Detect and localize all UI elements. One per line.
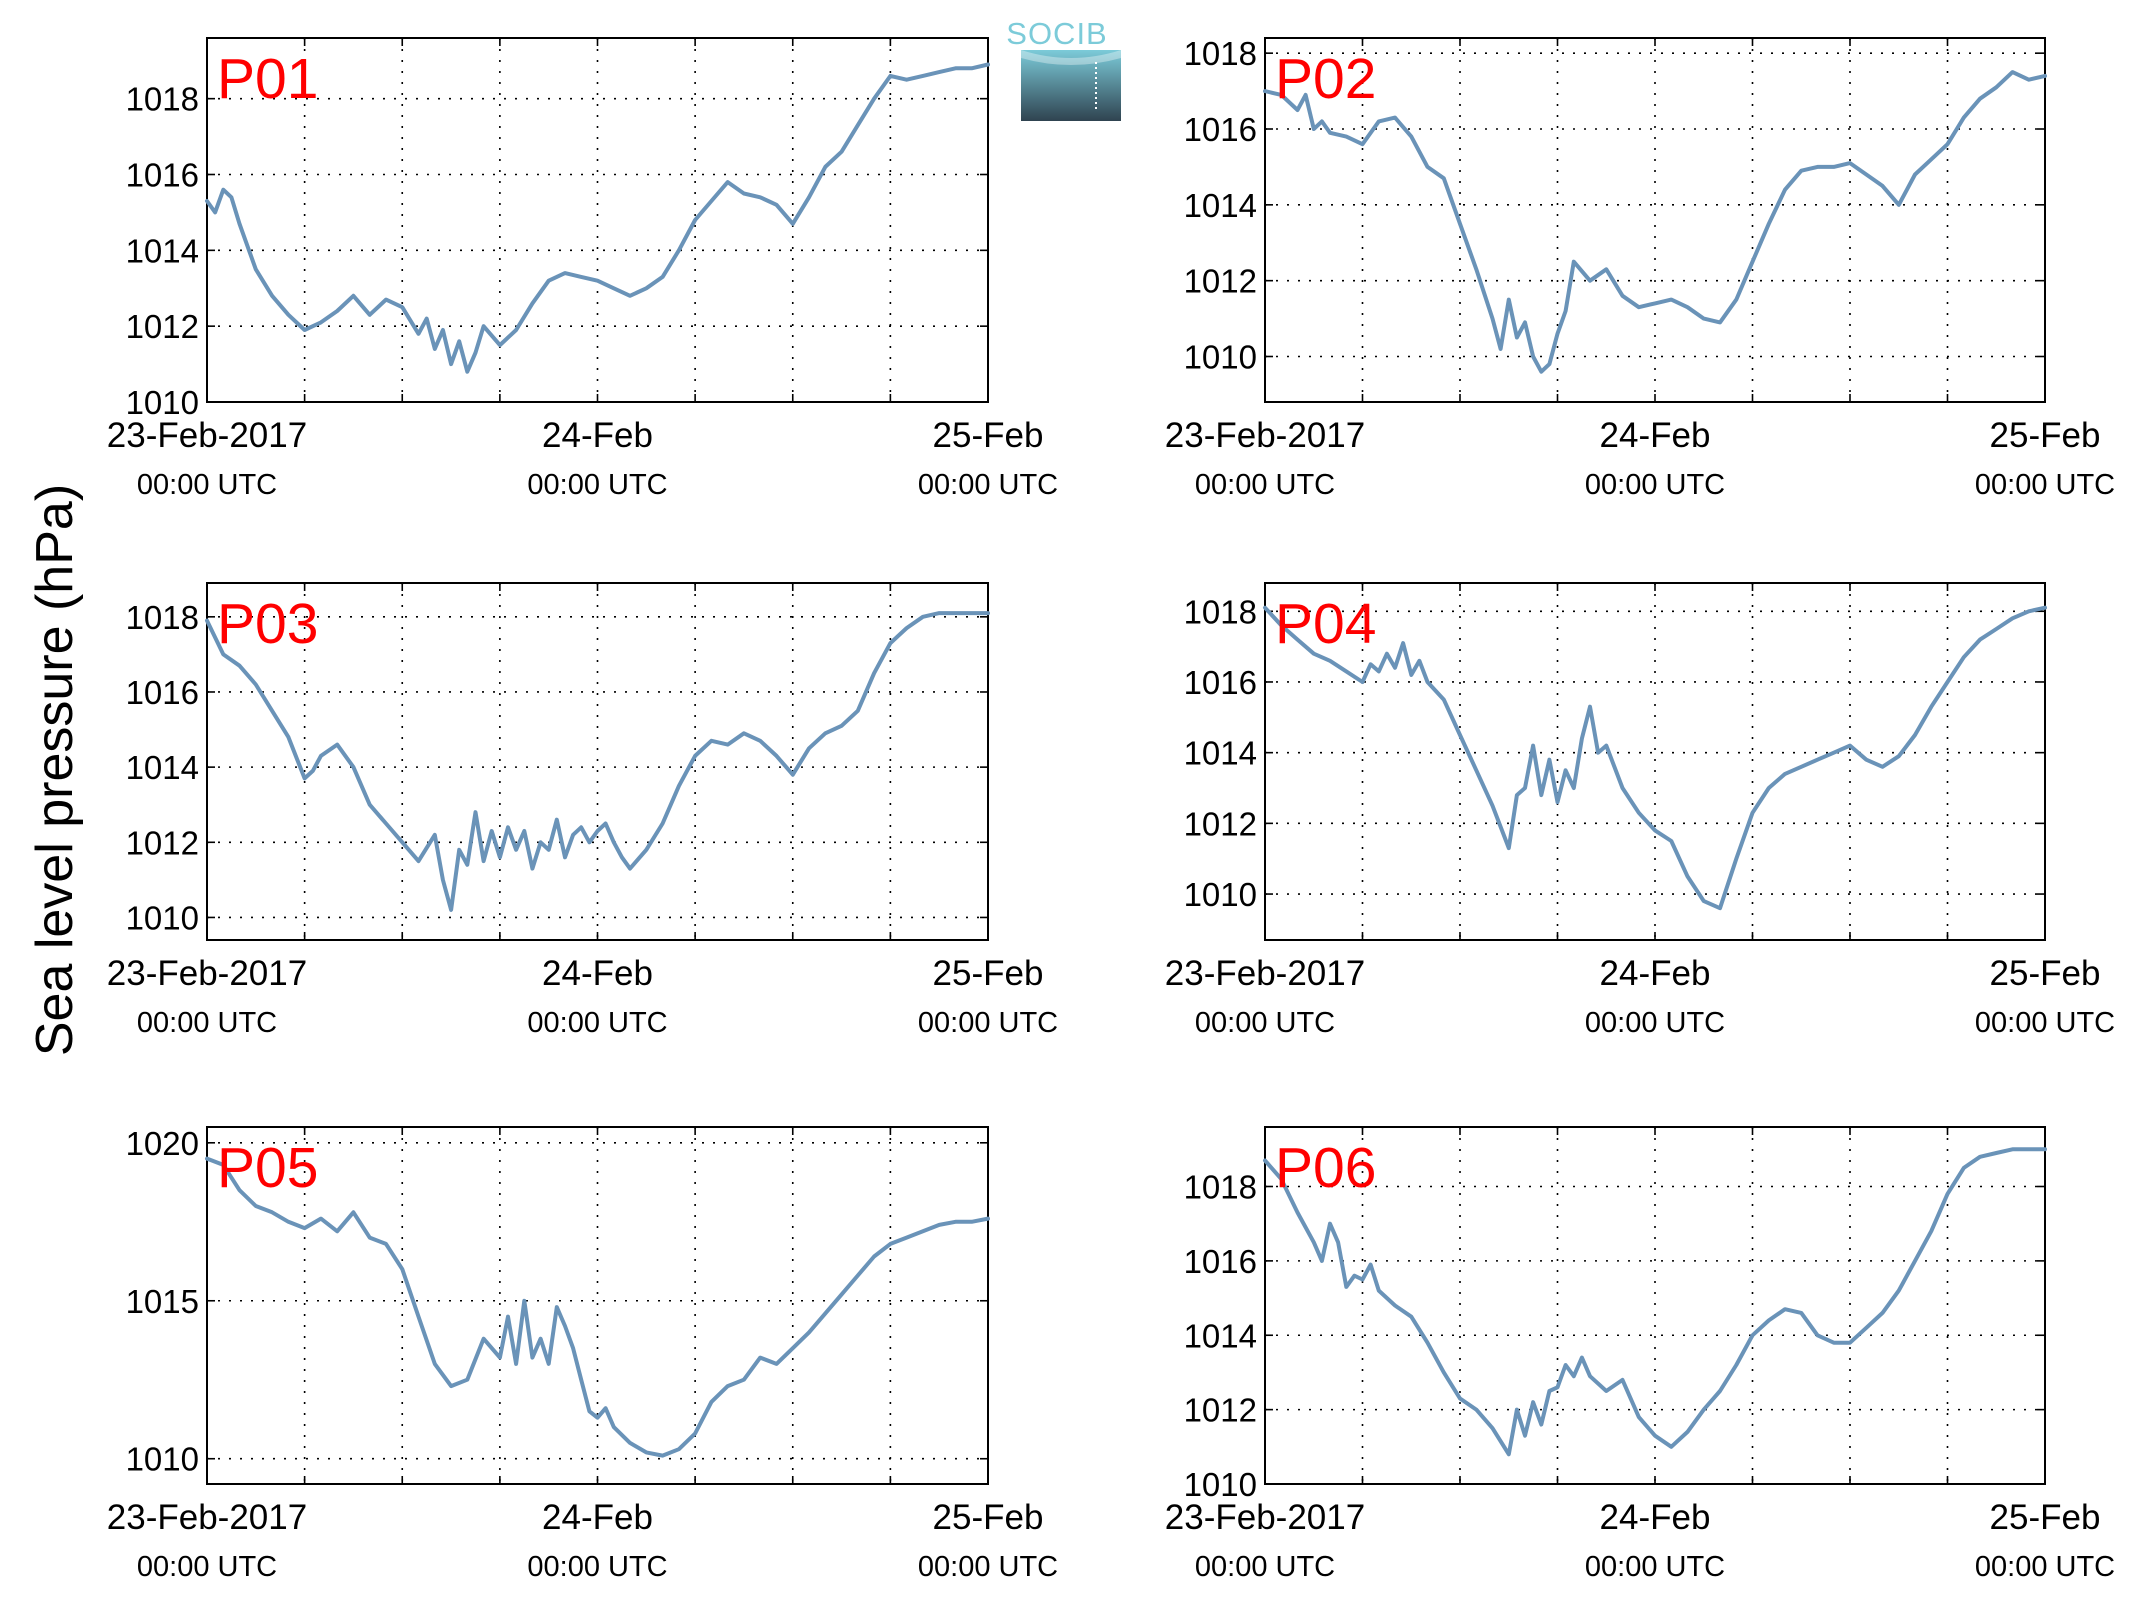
series-line [205,1156,990,1458]
x-tick-label-date: 24-Feb [1600,416,1711,455]
y-tick-label: 1014 [126,749,199,786]
x-tick-label-time: 00:00 UTC [527,1007,667,1039]
panel-p03: 1010 1012 1014 1016 1018 23-Feb-2017 00:00 UTC… [107,582,1058,1039]
panel-label: P03 [217,592,318,656]
x-tick-label-time: 00:00 UTC [1585,469,1725,501]
y-tick-label: 1016 [1184,1243,1257,1280]
panel-label: P02 [1275,47,1376,111]
y-tick-label: 1018 [1184,35,1257,72]
y-tick-label: 1012 [1184,805,1257,842]
x-tick-label-time: 00:00 UTC [918,1007,1058,1039]
x-tick-label-date: 25-Feb [933,1498,1044,1537]
y-tick-label: 1016 [1184,664,1257,701]
panel-p01: 1010 1012 1014 1016 1018 23-Feb-2017 00:00 UTC… [107,37,1058,501]
panel-label: P06 [1275,1136,1376,1200]
y-tick-label: 1014 [1184,187,1257,224]
x-tick-label-date: 25-Feb [1990,416,2101,455]
x-tick-label-date: 24-Feb [542,416,653,455]
x-tick-label-date: 23-Feb-2017 [107,1498,307,1537]
x-tick-label-time: 00:00 UTC [1975,1007,2115,1039]
x-tick-label-date: 25-Feb [1990,954,2101,993]
plot-frame [206,1126,989,1485]
y-tick-label: 1018 [1184,1169,1257,1206]
plot-frame [1264,1126,2046,1485]
x-tick-label-time: 00:00 UTC [1585,1551,1725,1583]
x-tick-label-date: 23-Feb-2017 [1165,954,1365,993]
panel-p02: 1010 1012 1014 1016 1018 23-Feb-2017 00:00 UTC… [1165,35,2115,501]
y-tick-label: 1010 [1184,876,1257,913]
x-tick-label-time: 00:00 UTC [1975,469,2115,501]
series-line [1263,1147,2047,1457]
x-tick-label-time: 00:00 UTC [527,1551,667,1583]
x-tick-label-time: 00:00 UTC [1585,1007,1725,1039]
y-tick-label: 1010 [126,899,199,936]
y-tick-label: 1010 [1184,339,1257,376]
plot-frame [206,582,989,941]
y-tick-label: 1018 [1184,593,1257,630]
plot-frame [1264,582,2046,941]
y-tick-label: 1018 [126,81,199,118]
panel-p04: 1010 1012 1014 1016 1018 23-Feb-2017 00:00 UTC… [1165,582,2115,1039]
y-tick-label: 1012 [126,308,199,345]
series-line [1263,70,2047,374]
x-tick-label-date: 25-Feb [933,954,1044,993]
y-tick-label: 1016 [1184,111,1257,148]
y-tick-label: 1012 [1184,263,1257,300]
y-tick-label: 1016 [126,157,199,194]
x-tick-label-date: 24-Feb [542,954,653,993]
x-tick-label-time: 00:00 UTC [1975,1551,2115,1583]
y-tick-label: 1018 [126,599,199,636]
x-tick-label-time: 00:00 UTC [918,469,1058,501]
y-tick-label: 1012 [1184,1392,1257,1429]
x-tick-label-time: 00:00 UTC [137,1007,277,1039]
x-tick-label-time: 00:00 UTC [527,469,667,501]
y-tick-label: 1015 [126,1283,199,1320]
panel-p05: 1010 1015 1020 23-Feb-2017 00:00 UTC 24-Feb 00… [107,1125,1058,1583]
x-tick-label-date: 23-Feb-2017 [107,416,307,455]
x-tick-label-time: 00:00 UTC [1195,469,1335,501]
x-tick-label-time: 00:00 UTC [918,1551,1058,1583]
y-tick-label: 1010 [126,1441,199,1478]
y-tick-label: 1010 [126,384,199,421]
socib-logo: SOCIB [1006,16,1121,121]
y-tick-label: 1014 [126,232,199,269]
y-tick-label: 1014 [1184,735,1257,772]
y-tick-label: 1020 [126,1125,199,1162]
x-tick-label-date: 24-Feb [1600,1498,1711,1537]
y-tick-label: 1014 [1184,1317,1257,1354]
series-line [205,62,990,374]
socib-logo-block [1021,50,1121,121]
y-axis-label: Sea level pressure (hPa) [26,484,84,1056]
panel-p06: 1010 1012 1014 1016 1018 23-Feb-2017 00:00 UTC… [1165,1126,2115,1583]
y-tick-label: 1012 [126,824,199,861]
panel-label: P04 [1275,592,1376,656]
panel-label: P01 [217,47,318,111]
series-line [205,611,990,912]
x-tick-label-time: 00:00 UTC [137,1551,277,1583]
plot-frame [1264,37,2046,403]
x-tick-label-date: 23-Feb-2017 [107,954,307,993]
x-tick-label-time: 00:00 UTC [137,469,277,501]
x-tick-label-date: 24-Feb [542,1498,653,1537]
x-tick-label-time: 00:00 UTC [1195,1551,1335,1583]
socib-logo-wave [1021,50,1121,65]
x-tick-label-date: 25-Feb [933,416,1044,455]
panel-label: P05 [217,1136,318,1200]
x-tick-label-date: 24-Feb [1600,954,1711,993]
series-line [1263,605,2047,911]
x-tick-label-date: 23-Feb-2017 [1165,1498,1365,1537]
x-tick-label-date: 23-Feb-2017 [1165,416,1365,455]
y-tick-label: 1010 [1184,1466,1257,1503]
y-tick-label: 1016 [126,674,199,711]
x-tick-label-date: 25-Feb [1990,1498,2101,1537]
x-tick-label-time: 00:00 UTC [1195,1007,1335,1039]
socib-logo-text: SOCIB [1006,16,1107,51]
